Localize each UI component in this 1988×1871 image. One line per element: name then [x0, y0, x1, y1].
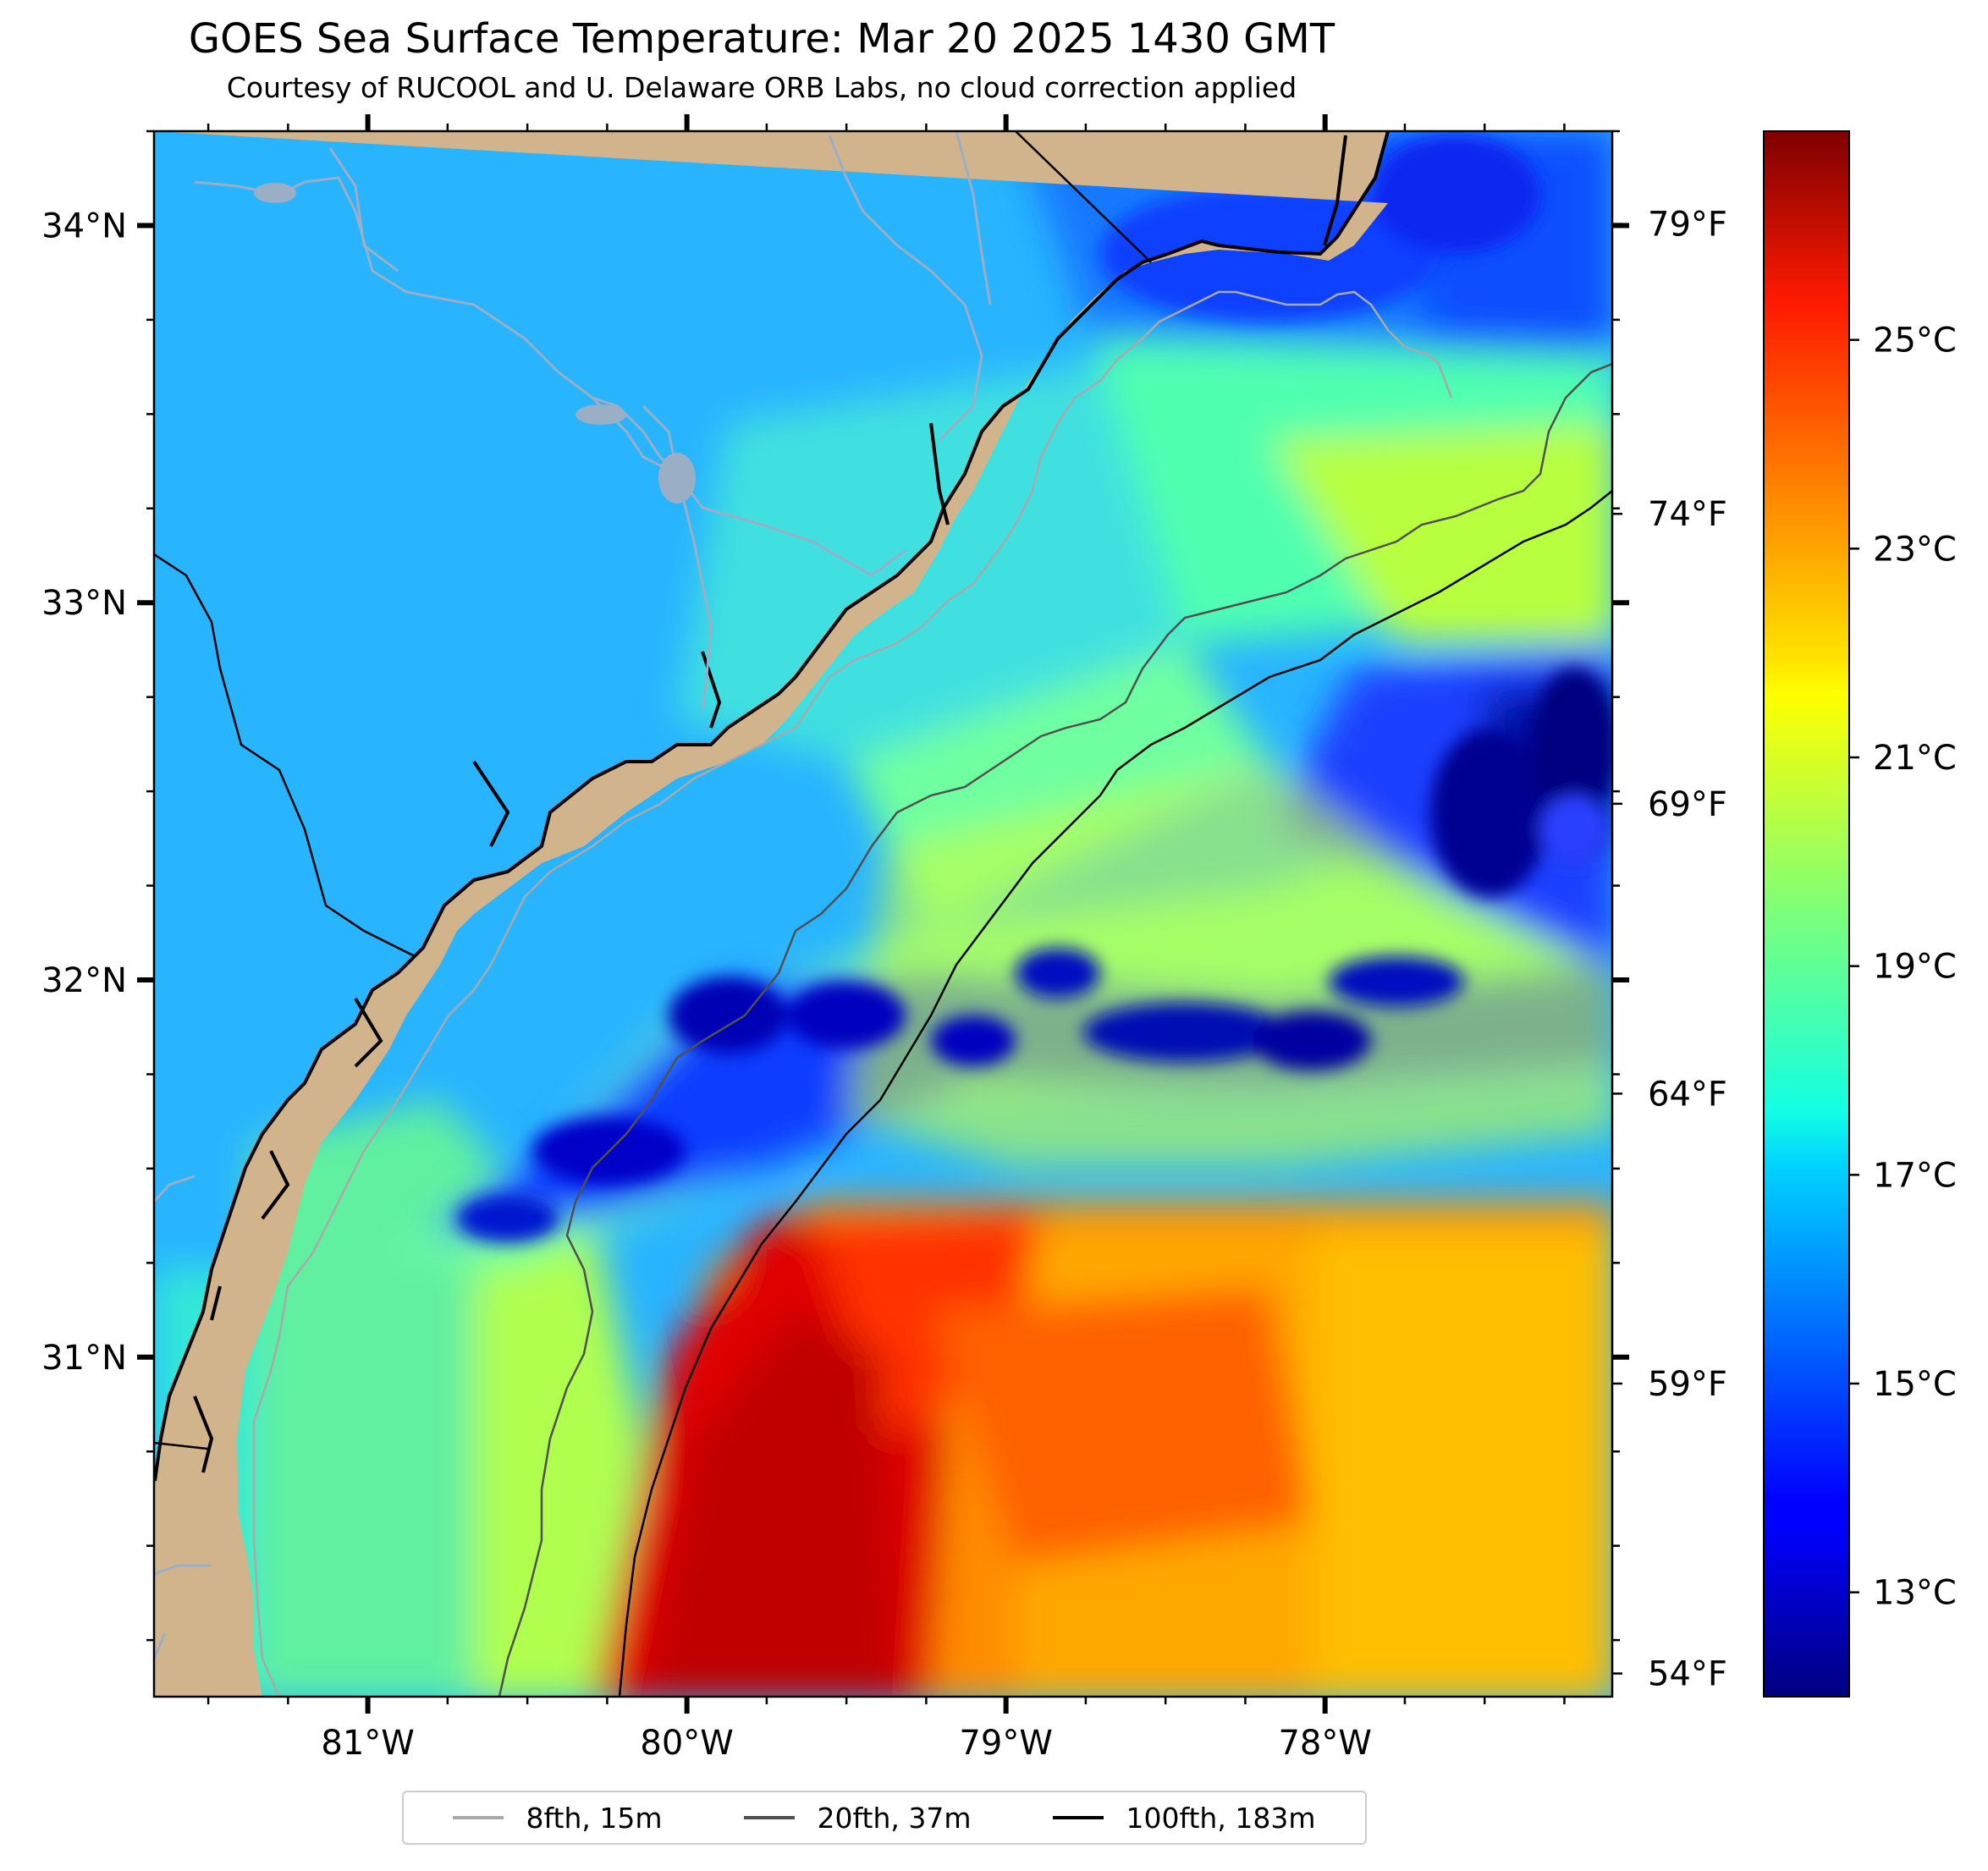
legend-label-8fth: 8fth, 15m [526, 1801, 663, 1835]
lat-label: 33°N [41, 584, 127, 623]
legend-swatch-8fth [453, 1816, 504, 1819]
isobath-20fth-37m [498, 362, 1612, 1697]
map-title: GOES Sea Surface Temperature: Mar 20 202… [188, 15, 1335, 63]
colorbar-celsius-label: 23°C [1873, 530, 1957, 569]
colorbar-celsius-label: 15°C [1873, 1365, 1957, 1404]
colorbar-celsius-label: 21°C [1873, 739, 1957, 778]
sst-field [154, 131, 1612, 1697]
lakes [254, 183, 696, 504]
latitude-labels: 34°N 33°N 32°N 31°N [41, 206, 127, 1377]
state-border-nc-sc [1015, 131, 1152, 263]
isobath-100fth-183m [618, 490, 1612, 1697]
coastline [154, 131, 1390, 1482]
isobath-8fth-15m [252, 290, 1453, 1697]
legend-swatch-100fth [1053, 1816, 1104, 1819]
state-border-ga-fl [154, 1441, 208, 1450]
state-border-sc-ga [154, 553, 416, 958]
colorbar [1763, 130, 1850, 1698]
fahrenheit-label: 74°F [1648, 495, 1727, 534]
colorbar-ticks: 13°C 15°C 17°C 19°C 21°C 23°C 25°C [1849, 322, 1957, 1613]
lat-label: 31°N [41, 1339, 127, 1378]
legend-label-100fth: 100fth, 183m [1126, 1801, 1316, 1835]
axis-ticks [137, 114, 1629, 1714]
legend-item-20fth: 20fth, 37m [744, 1802, 971, 1835]
isobath-legend: 8fth, 15m 20fth, 37m 100fth, 183m [402, 1791, 1367, 1845]
fahrenheit-labels: 54°F 59°F 64°F 69°F 74°F 79°F [1612, 206, 1727, 1694]
longitude-labels: 81°W 80°W 79°W 78°W [321, 1724, 1372, 1763]
legend-item-8fth: 8fth, 15m [453, 1801, 663, 1835]
fahrenheit-label: 59°F [1648, 1365, 1727, 1404]
isobaths [252, 290, 1612, 1697]
fahrenheit-label: 69°F [1648, 785, 1727, 824]
map-frame [152, 129, 1614, 1698]
colorbar-celsius-label: 25°C [1873, 322, 1957, 360]
colorbar-celsius-label: 17°C [1873, 1156, 1957, 1195]
legend-item-100fth: 100fth, 183m [1053, 1802, 1315, 1835]
colorbar-celsius-label: 13°C [1873, 1574, 1957, 1613]
lat-label: 32°N [41, 961, 127, 1000]
lon-label: 78°W [1278, 1724, 1371, 1763]
lon-label: 79°W [959, 1724, 1052, 1763]
lon-label: 81°W [321, 1724, 414, 1763]
map-subtitle: Courtesy of RUCOOL and U. Delaware ORB L… [226, 71, 1297, 104]
coastline-islands [193, 135, 1347, 1473]
legend-label-20fth: 20fth, 37m [817, 1801, 972, 1835]
lat-label: 34°N [41, 206, 127, 245]
fahrenheit-label: 54°F [1648, 1655, 1727, 1694]
fahrenheit-label: 79°F [1648, 206, 1727, 245]
fahrenheit-label: 64°F [1648, 1075, 1727, 1114]
land [154, 131, 1390, 1697]
lon-label: 80°W [640, 1724, 733, 1763]
colorbar-celsius-label: 19°C [1873, 948, 1957, 987]
legend-swatch-20fth [744, 1816, 796, 1819]
